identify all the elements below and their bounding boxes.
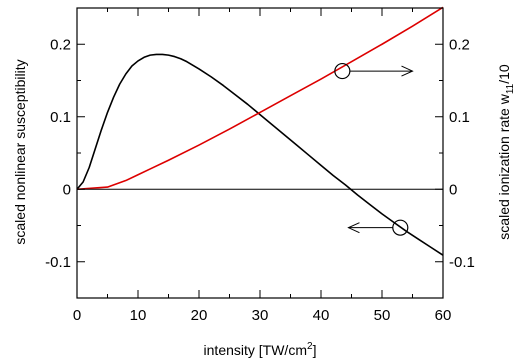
y-tick-label-left: 0 bbox=[63, 181, 71, 198]
y-tick-label-left: 0.2 bbox=[50, 36, 71, 53]
right-y-axis-label-tail: /10 bbox=[496, 64, 512, 84]
plot-frame bbox=[76, 7, 444, 299]
x-tick-label: 60 bbox=[435, 307, 452, 324]
x-axis-label: intensity [TW/cm2] bbox=[204, 341, 317, 358]
y-tick-label-right: -0.1 bbox=[449, 254, 475, 271]
series-line-0 bbox=[76, 53, 444, 256]
x-tick-label: 0 bbox=[73, 307, 81, 324]
left-y-axis-label: scaled nonlinear susceptibility bbox=[12, 59, 28, 244]
x-axis-label-tail: ] bbox=[313, 342, 317, 358]
x-axis-label-sup: 2 bbox=[307, 341, 313, 352]
x-tick-label: 40 bbox=[313, 307, 330, 324]
x-tick-label: 50 bbox=[374, 307, 391, 324]
right-y-axis-label-base: scaled ionization rate w bbox=[496, 93, 512, 239]
axis-ticks bbox=[76, 8, 444, 298]
x-tick-label: 10 bbox=[130, 307, 147, 324]
data-curves bbox=[76, 6, 444, 256]
x-tick-label: 20 bbox=[191, 307, 208, 324]
y-tick-label-left: 0.1 bbox=[50, 109, 71, 126]
tick-labels: 0 10 20 30 40 50 60 -0.1 -0.1 0 0 0.1 0.1 0.2 0.2 bbox=[45, 36, 475, 324]
right-y-axis-label-sub: 11 bbox=[505, 83, 516, 94]
annotations bbox=[334, 62, 414, 236]
y-tick-label-right: 0.1 bbox=[449, 109, 470, 126]
marker-arrow-head-0 bbox=[401, 65, 414, 77]
marker-circle-0 bbox=[334, 62, 351, 80]
y-tick-label-right: 0 bbox=[449, 181, 457, 198]
y-tick-label-right: 0.2 bbox=[449, 36, 470, 53]
right-y-axis-label: scaled ionization rate w11/10 bbox=[496, 64, 516, 240]
x-tick-label: 30 bbox=[252, 307, 269, 324]
y-tick-label-left: -0.1 bbox=[45, 254, 71, 271]
marker-arrow-head-1 bbox=[347, 222, 360, 234]
x-axis-label-base: intensity [TW/cm bbox=[204, 342, 307, 358]
series-line-1 bbox=[76, 6, 444, 191]
